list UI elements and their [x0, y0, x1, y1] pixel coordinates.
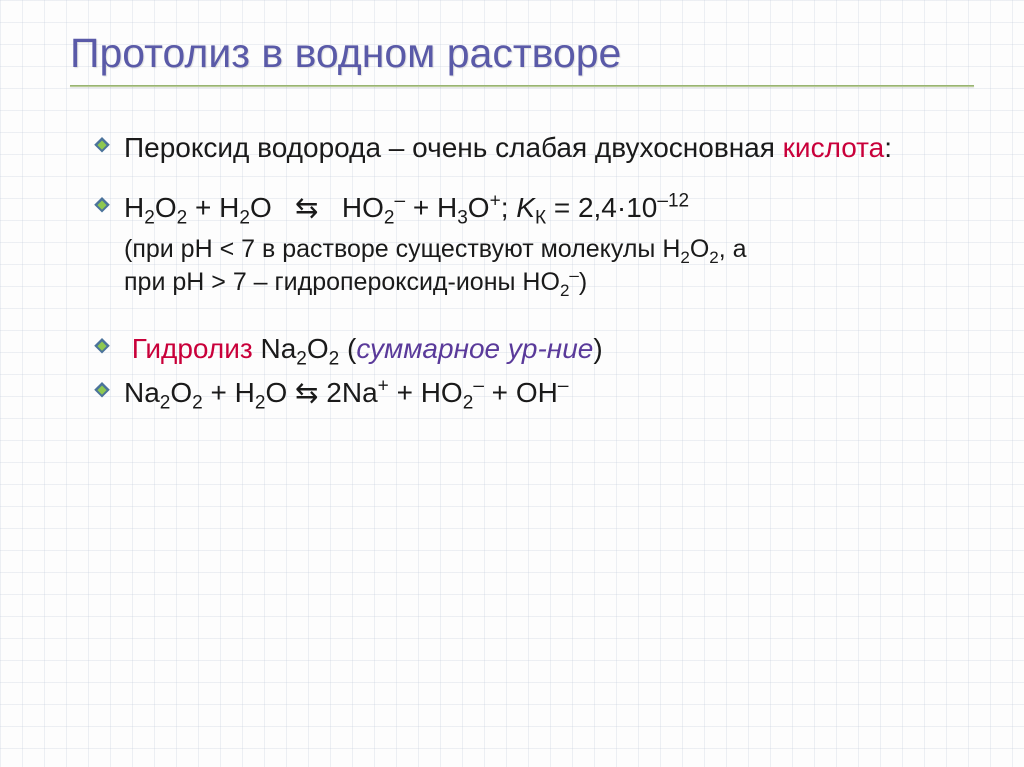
equation-2: Νa2Ο2 + Η2Ο ⇆ 2Νa+ + ΗΟ2– + ΟΗ– [124, 374, 568, 412]
spacer [94, 241, 110, 257]
bullet-line-1: Пероксид водорода – очень слабая двухосн… [94, 129, 974, 167]
title-underline [70, 85, 974, 87]
bullet-line-2: Η2О2 + Η2О ⇆ ΗО2– + Η3О+; KК = 2,4·10–12 [94, 189, 974, 227]
diamond-bullet-icon [94, 197, 110, 213]
text-line-1: Пероксид водорода – очень слабая двухосн… [124, 129, 892, 167]
note-text: (при рН < 7 в растворе существуют молеку… [124, 233, 747, 301]
diamond-bullet-icon [94, 338, 110, 354]
note-line: (при рН < 7 в растворе существуют молеку… [94, 233, 974, 301]
hydrolysis-line: Гидролиз Νa2Ο2 (суммарное ур-ние) [124, 330, 603, 368]
slide-content: Пероксид водорода – очень слабая двухосн… [70, 129, 974, 412]
diamond-bullet-icon [94, 137, 110, 153]
slide-title: Протолиз в водном растворе [70, 30, 974, 77]
diamond-bullet-icon [94, 382, 110, 398]
bullet-line-3: Гидролиз Νa2Ο2 (суммарное ур-ние) [94, 330, 974, 368]
bullet-line-4: Νa2Ο2 + Η2Ο ⇆ 2Νa+ + ΗΟ2– + ΟΗ– [94, 374, 974, 412]
equation-1: Η2О2 + Η2О ⇆ ΗО2– + Η3О+; KК = 2,4·10–12 [124, 189, 689, 227]
